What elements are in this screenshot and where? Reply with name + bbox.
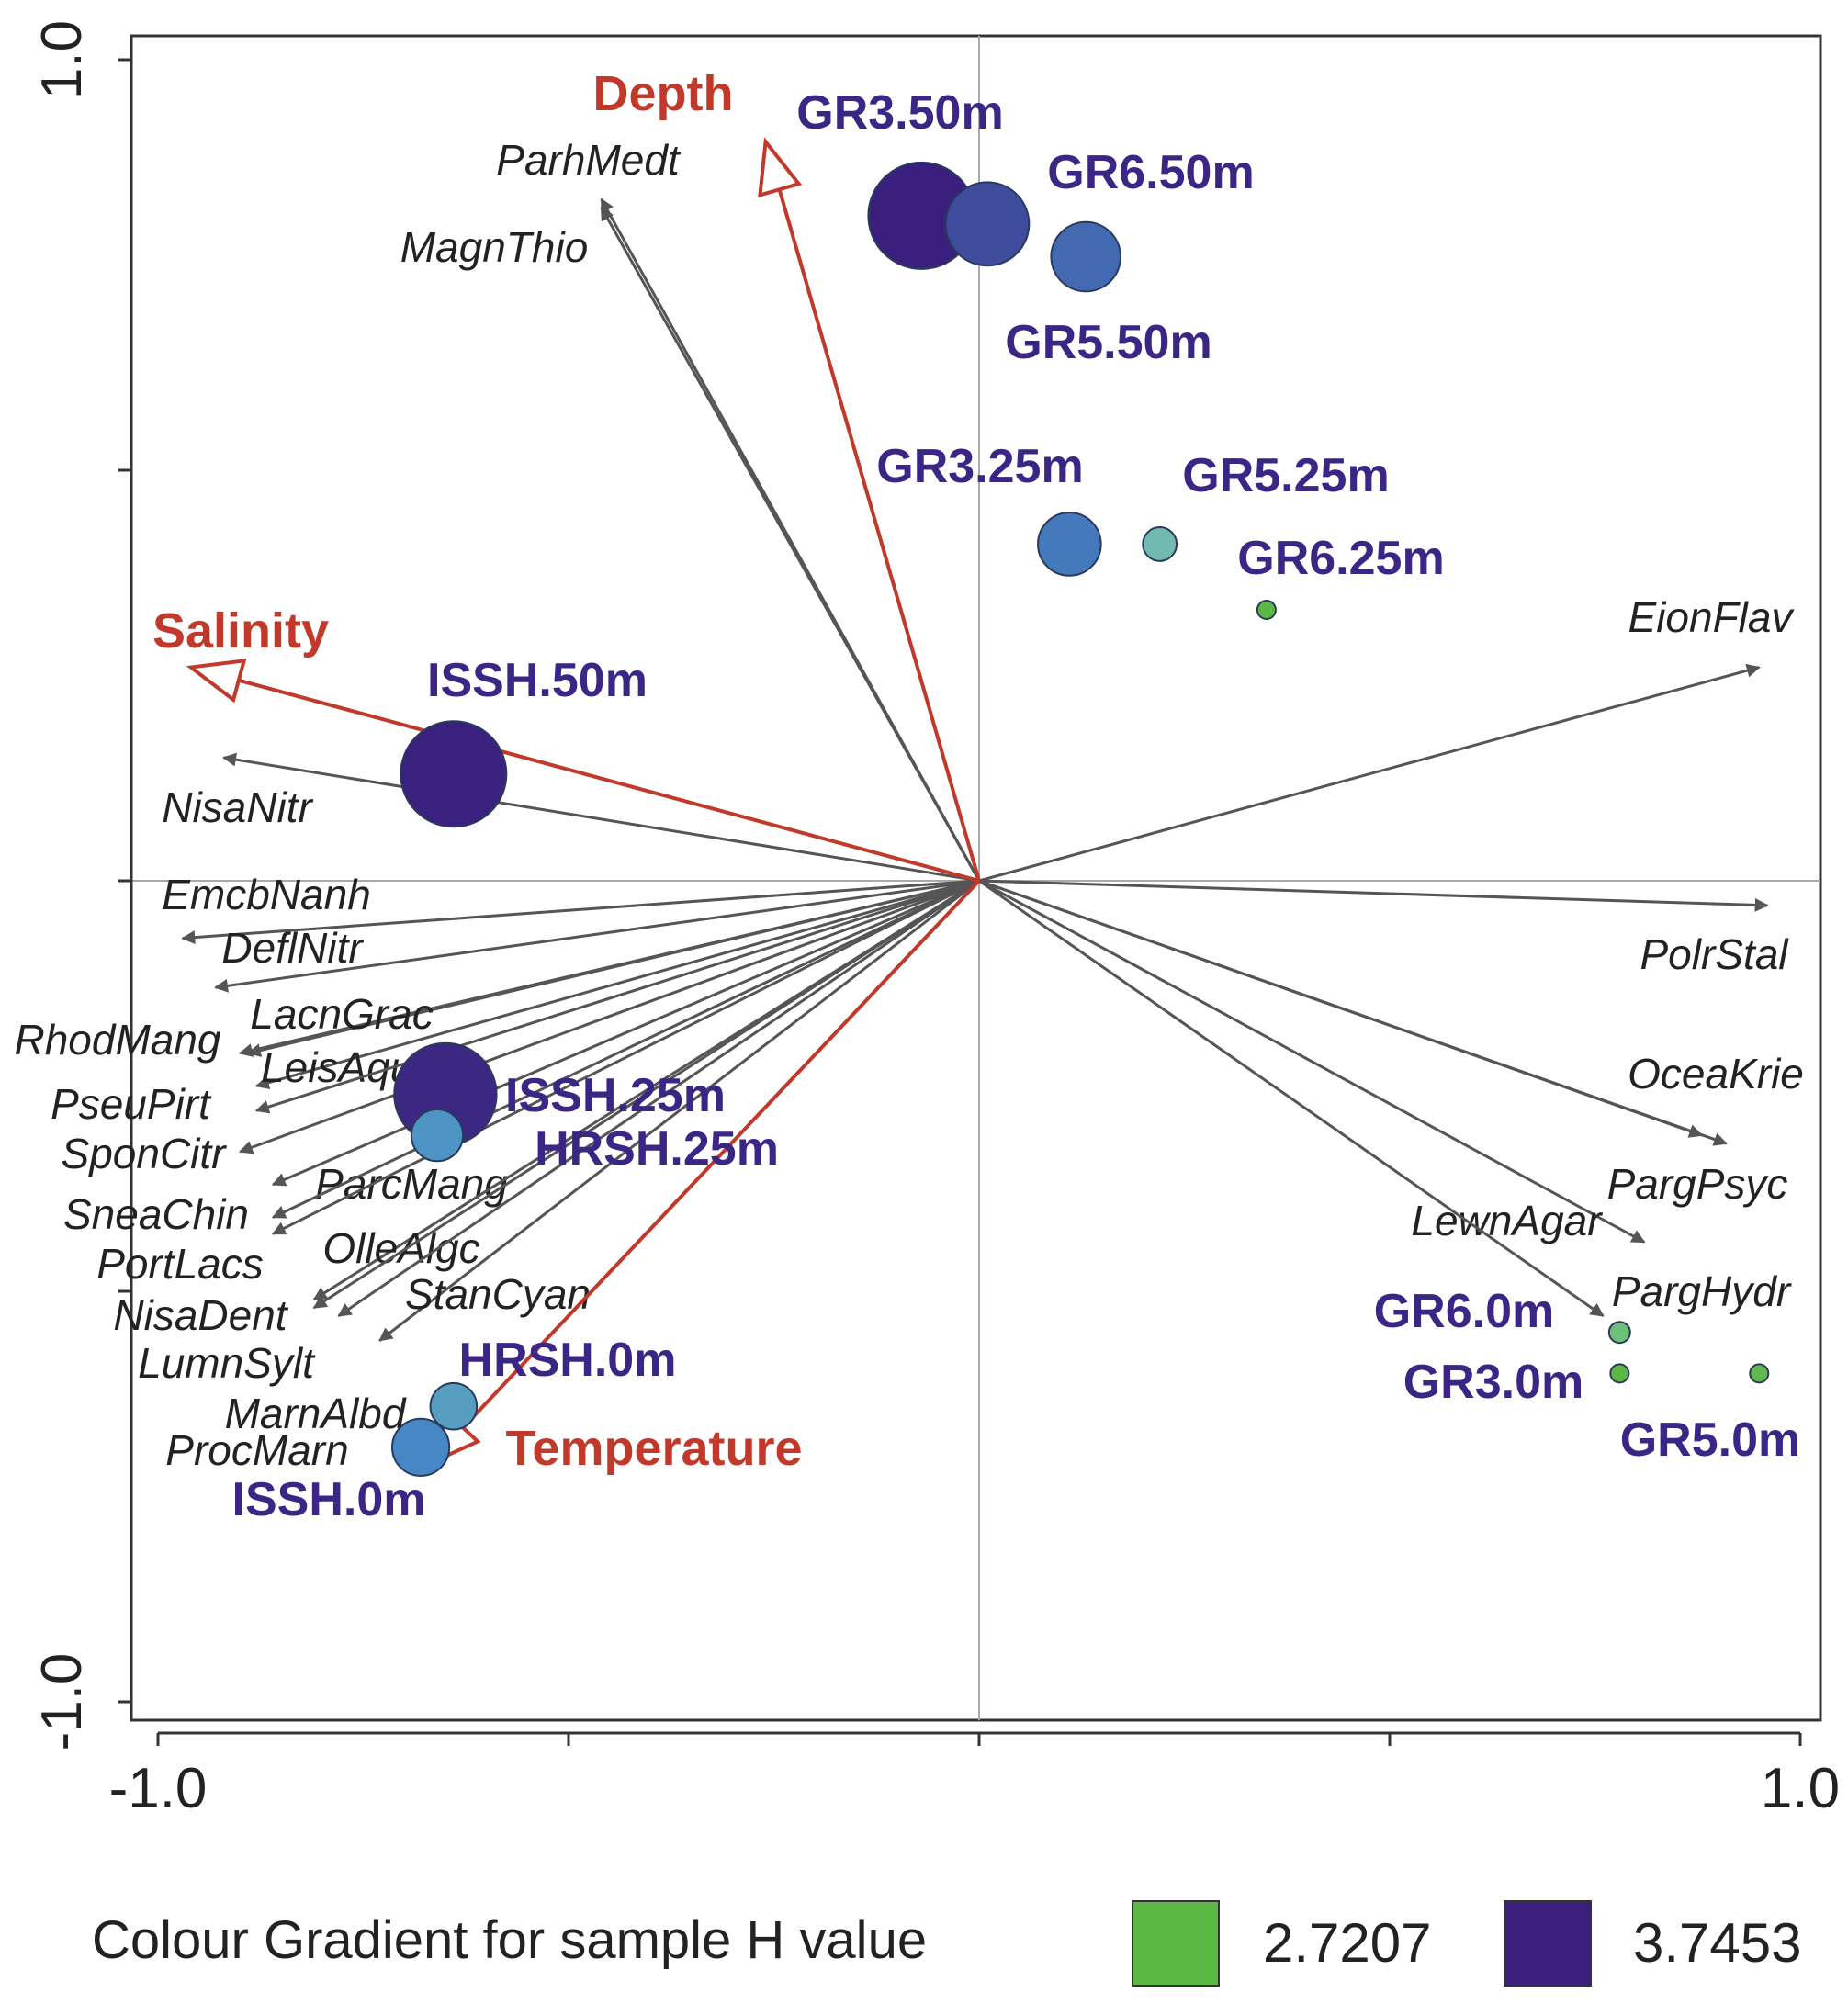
sample-label-gr6-50m: GR6.50m <box>1047 146 1254 199</box>
sample-label-gr6-25m: GR6.25m <box>1237 532 1444 585</box>
sample-point-gr6-25m <box>1256 599 1277 620</box>
species-label-polrstal: PolrStal <box>1640 930 1789 978</box>
sample-label-hrsh-0m: HRSH.0m <box>459 1334 677 1387</box>
legend-swatch-low <box>1132 1900 1220 1987</box>
species-label-eionflav: EionFlav <box>1628 593 1796 641</box>
env-layer: Depth Salinity Temperature <box>152 66 981 1476</box>
sample-label-issh-0m: ISSH.0m <box>232 1473 426 1526</box>
species-arrow-stancyan <box>378 879 980 1342</box>
species-arrow-pargpsyc <box>978 879 1728 1146</box>
sample-point-gr3-25m <box>1037 512 1102 577</box>
species-layer: ParhMedt MagnThio EionFlav NisaNitr EmcbNanh… <box>14 136 1803 1474</box>
env-arrowhead-salinity <box>186 659 247 704</box>
sample-label-gr3-50m: GR3.50m <box>796 86 1003 140</box>
species-label-magnthio: MagnThio <box>400 223 589 271</box>
sample-label-gr3-0m: GR3.0m <box>1403 1356 1584 1409</box>
species-label-procmarn: ProcMarn <box>165 1426 348 1474</box>
sample-point-gr5-50m <box>1050 220 1122 293</box>
species-arrow-lumnsylt <box>337 879 980 1318</box>
species-arrow-parcmang <box>271 879 980 1187</box>
species-label-nisanitr: NisaNitr <box>162 783 313 831</box>
species-arrow-portlacs <box>271 879 980 1235</box>
y-tick-label: 1.0 <box>30 20 94 99</box>
sample-point-hrsh-0m <box>429 1381 479 1431</box>
legend-label-low: 2.7207 <box>1263 1912 1432 1974</box>
sample-label-gr6-0m: GR6.0m <box>1374 1285 1555 1338</box>
species-arrow-nisadent <box>312 879 980 1310</box>
species-arrow-polrstal <box>978 879 1769 912</box>
species-label-lacngrac: LacnGrac <box>250 990 433 1038</box>
species-label-sponcitr: SponCitr <box>62 1130 228 1177</box>
legend-title: Colour Gradient for sample H value <box>92 1910 927 1970</box>
species-label-portlacs: PortLacs <box>96 1240 264 1288</box>
species-label-pargpsyc: PargPsyc <box>1607 1160 1788 1208</box>
legend-swatch-high <box>1504 1900 1592 1987</box>
species-label-sneachin: SneaChin <box>63 1190 249 1238</box>
sample-point-issh-0m <box>390 1417 451 1477</box>
env-label-temperature: Temperature <box>505 1421 802 1476</box>
legend-label-high: 3.7453 <box>1633 1912 1802 1974</box>
species-arrow-parghydr <box>978 879 1605 1318</box>
species-label-marnalbd: MarnAlbd <box>225 1390 407 1437</box>
x-tick-label: -1.0 <box>109 1757 208 1820</box>
species-arrow-sponcitr <box>238 879 980 1154</box>
species-label-pseupirt: PseuPirt <box>51 1080 212 1128</box>
species-arrow-pseupirt <box>254 879 980 1114</box>
sample-point-gr5-25m <box>1142 526 1178 562</box>
sample-point-gr5-0m <box>1749 1363 1770 1384</box>
sample-label-gr3-25m: GR3.25m <box>876 440 1083 493</box>
species-arrow-deflnitr <box>214 879 980 993</box>
sample-point-issh-50m <box>400 720 508 828</box>
species-label-emcbnanh: EmcbNanh <box>162 871 371 918</box>
species-arrow-eionflav <box>978 663 1761 883</box>
y-tick-label: -1.0 <box>30 1653 94 1751</box>
x-tick-label: 1.0 <box>1761 1757 1840 1820</box>
legend: Colour Gradient for sample H value 2.7207… <box>92 1900 1802 1987</box>
species-label-parghydr: PargHydr <box>1612 1267 1792 1315</box>
species-label-nisadent: NisaDent <box>113 1291 288 1339</box>
sample-point-gr6-0m <box>1607 1321 1631 1345</box>
species-arrow-nisanitr <box>222 752 980 883</box>
species-arrow-sneachin <box>271 879 980 1219</box>
species-label-parhmedt: ParhMedt <box>496 136 682 184</box>
axes-layer: -1.0 1.0 1.0 -1.0 <box>30 20 1840 1820</box>
sample-label-issh-25m: ISSH.25m <box>505 1069 726 1122</box>
species-label-stancyan: StanCyan <box>405 1270 591 1318</box>
species-label-parcmang: ParcMang <box>315 1160 508 1208</box>
species-label-ollealgc: OlleAlgc <box>322 1224 479 1272</box>
species-label-rhodmang: RhodMang <box>14 1016 220 1064</box>
sample-label-gr5-25m: GR5.25m <box>1182 449 1389 502</box>
sample-point-gr6-50m <box>944 181 1031 267</box>
species-arrow-leisaqua <box>254 879 980 1090</box>
env-arrow-temperature <box>461 879 981 1429</box>
species-label-lewnagar: LewnAgar <box>1411 1197 1603 1244</box>
sample-label-hrsh-25m: HRSH.25m <box>535 1122 779 1176</box>
species-arrow-lacngrac <box>246 879 980 1057</box>
species-label-oceakrie: OceaKrie <box>1628 1050 1804 1098</box>
sample-point-hrsh-25m <box>410 1109 465 1163</box>
species-label-lumnsylt: LumnSylt <box>138 1339 316 1387</box>
species-arrow-magnthio <box>600 206 981 882</box>
sample-label-gr5-0m: GR5.0m <box>1620 1413 1801 1467</box>
species-arrow-lewnagar <box>978 879 1646 1244</box>
env-label-depth: Depth <box>593 66 734 121</box>
sample-label-gr5-50m: GR5.50m <box>1005 316 1211 369</box>
env-label-salinity: Salinity <box>152 603 329 659</box>
env-arrowhead-depth <box>758 137 803 198</box>
sample-layer: GR3.50m GR6.50m GR5.50m GR3.25m GR5.25m GR6.2… <box>232 86 1801 1526</box>
sample-label-issh-50m: ISSH.50m <box>427 654 648 707</box>
sample-point-gr3-0m <box>1609 1363 1630 1384</box>
species-label-deflnitr: DeflNitr <box>221 924 364 972</box>
species-arrow-emcbnanh <box>181 879 980 945</box>
env-arrow-salinity <box>238 678 980 883</box>
env-arrow-depth <box>777 188 981 882</box>
